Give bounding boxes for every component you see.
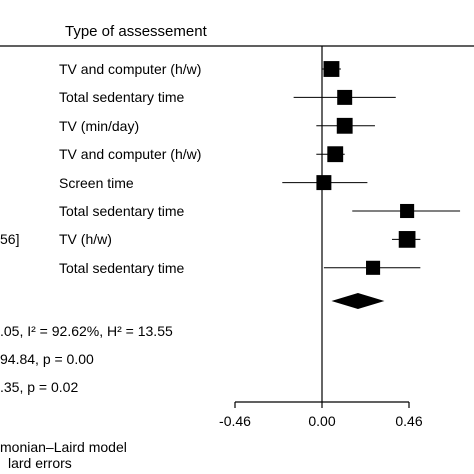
study-effect-box bbox=[336, 117, 353, 134]
study-type-label: TV (min/day) bbox=[59, 117, 140, 134]
study-type-label: Total sedentary time bbox=[59, 203, 185, 219]
study-type-label: Screen time bbox=[59, 174, 134, 191]
study-effect-box bbox=[316, 175, 332, 191]
model-note: monian–Laird model bbox=[0, 439, 127, 455]
study-effect-box bbox=[366, 260, 381, 275]
study-effect-box bbox=[327, 146, 344, 163]
x-tick-label: 0.46 bbox=[395, 413, 422, 429]
x-tick-label: -0.46 bbox=[219, 413, 251, 429]
study-type-label: TV (h/w) bbox=[59, 231, 112, 248]
study-type-label: Total sedentary time bbox=[59, 89, 185, 106]
heterogeneity-stat: .05, I² = 92.62%, H² = 13.55 bbox=[0, 323, 173, 339]
study-citation-fragment: 56] bbox=[0, 231, 20, 248]
model-note: lard errors bbox=[8, 455, 72, 471]
x-tick-label: 0.00 bbox=[308, 413, 335, 429]
study-effect-box bbox=[323, 61, 340, 77]
heterogeneity-stat: .35, p = 0.02 bbox=[0, 379, 79, 395]
overall-effect-diamond bbox=[331, 293, 385, 309]
type-column-header: Type of assessement bbox=[65, 23, 207, 40]
study-type-label: TV and computer (h/w) bbox=[59, 146, 202, 163]
study-effect-box bbox=[398, 231, 416, 248]
heterogeneity-stat: 94.84, p = 0.00 bbox=[0, 351, 94, 367]
study-effect-box bbox=[337, 89, 353, 105]
study-type-label: Total sedentary time bbox=[59, 259, 185, 276]
study-type-label: TV and computer (h/w) bbox=[59, 61, 202, 77]
study-effect-box bbox=[400, 203, 415, 219]
